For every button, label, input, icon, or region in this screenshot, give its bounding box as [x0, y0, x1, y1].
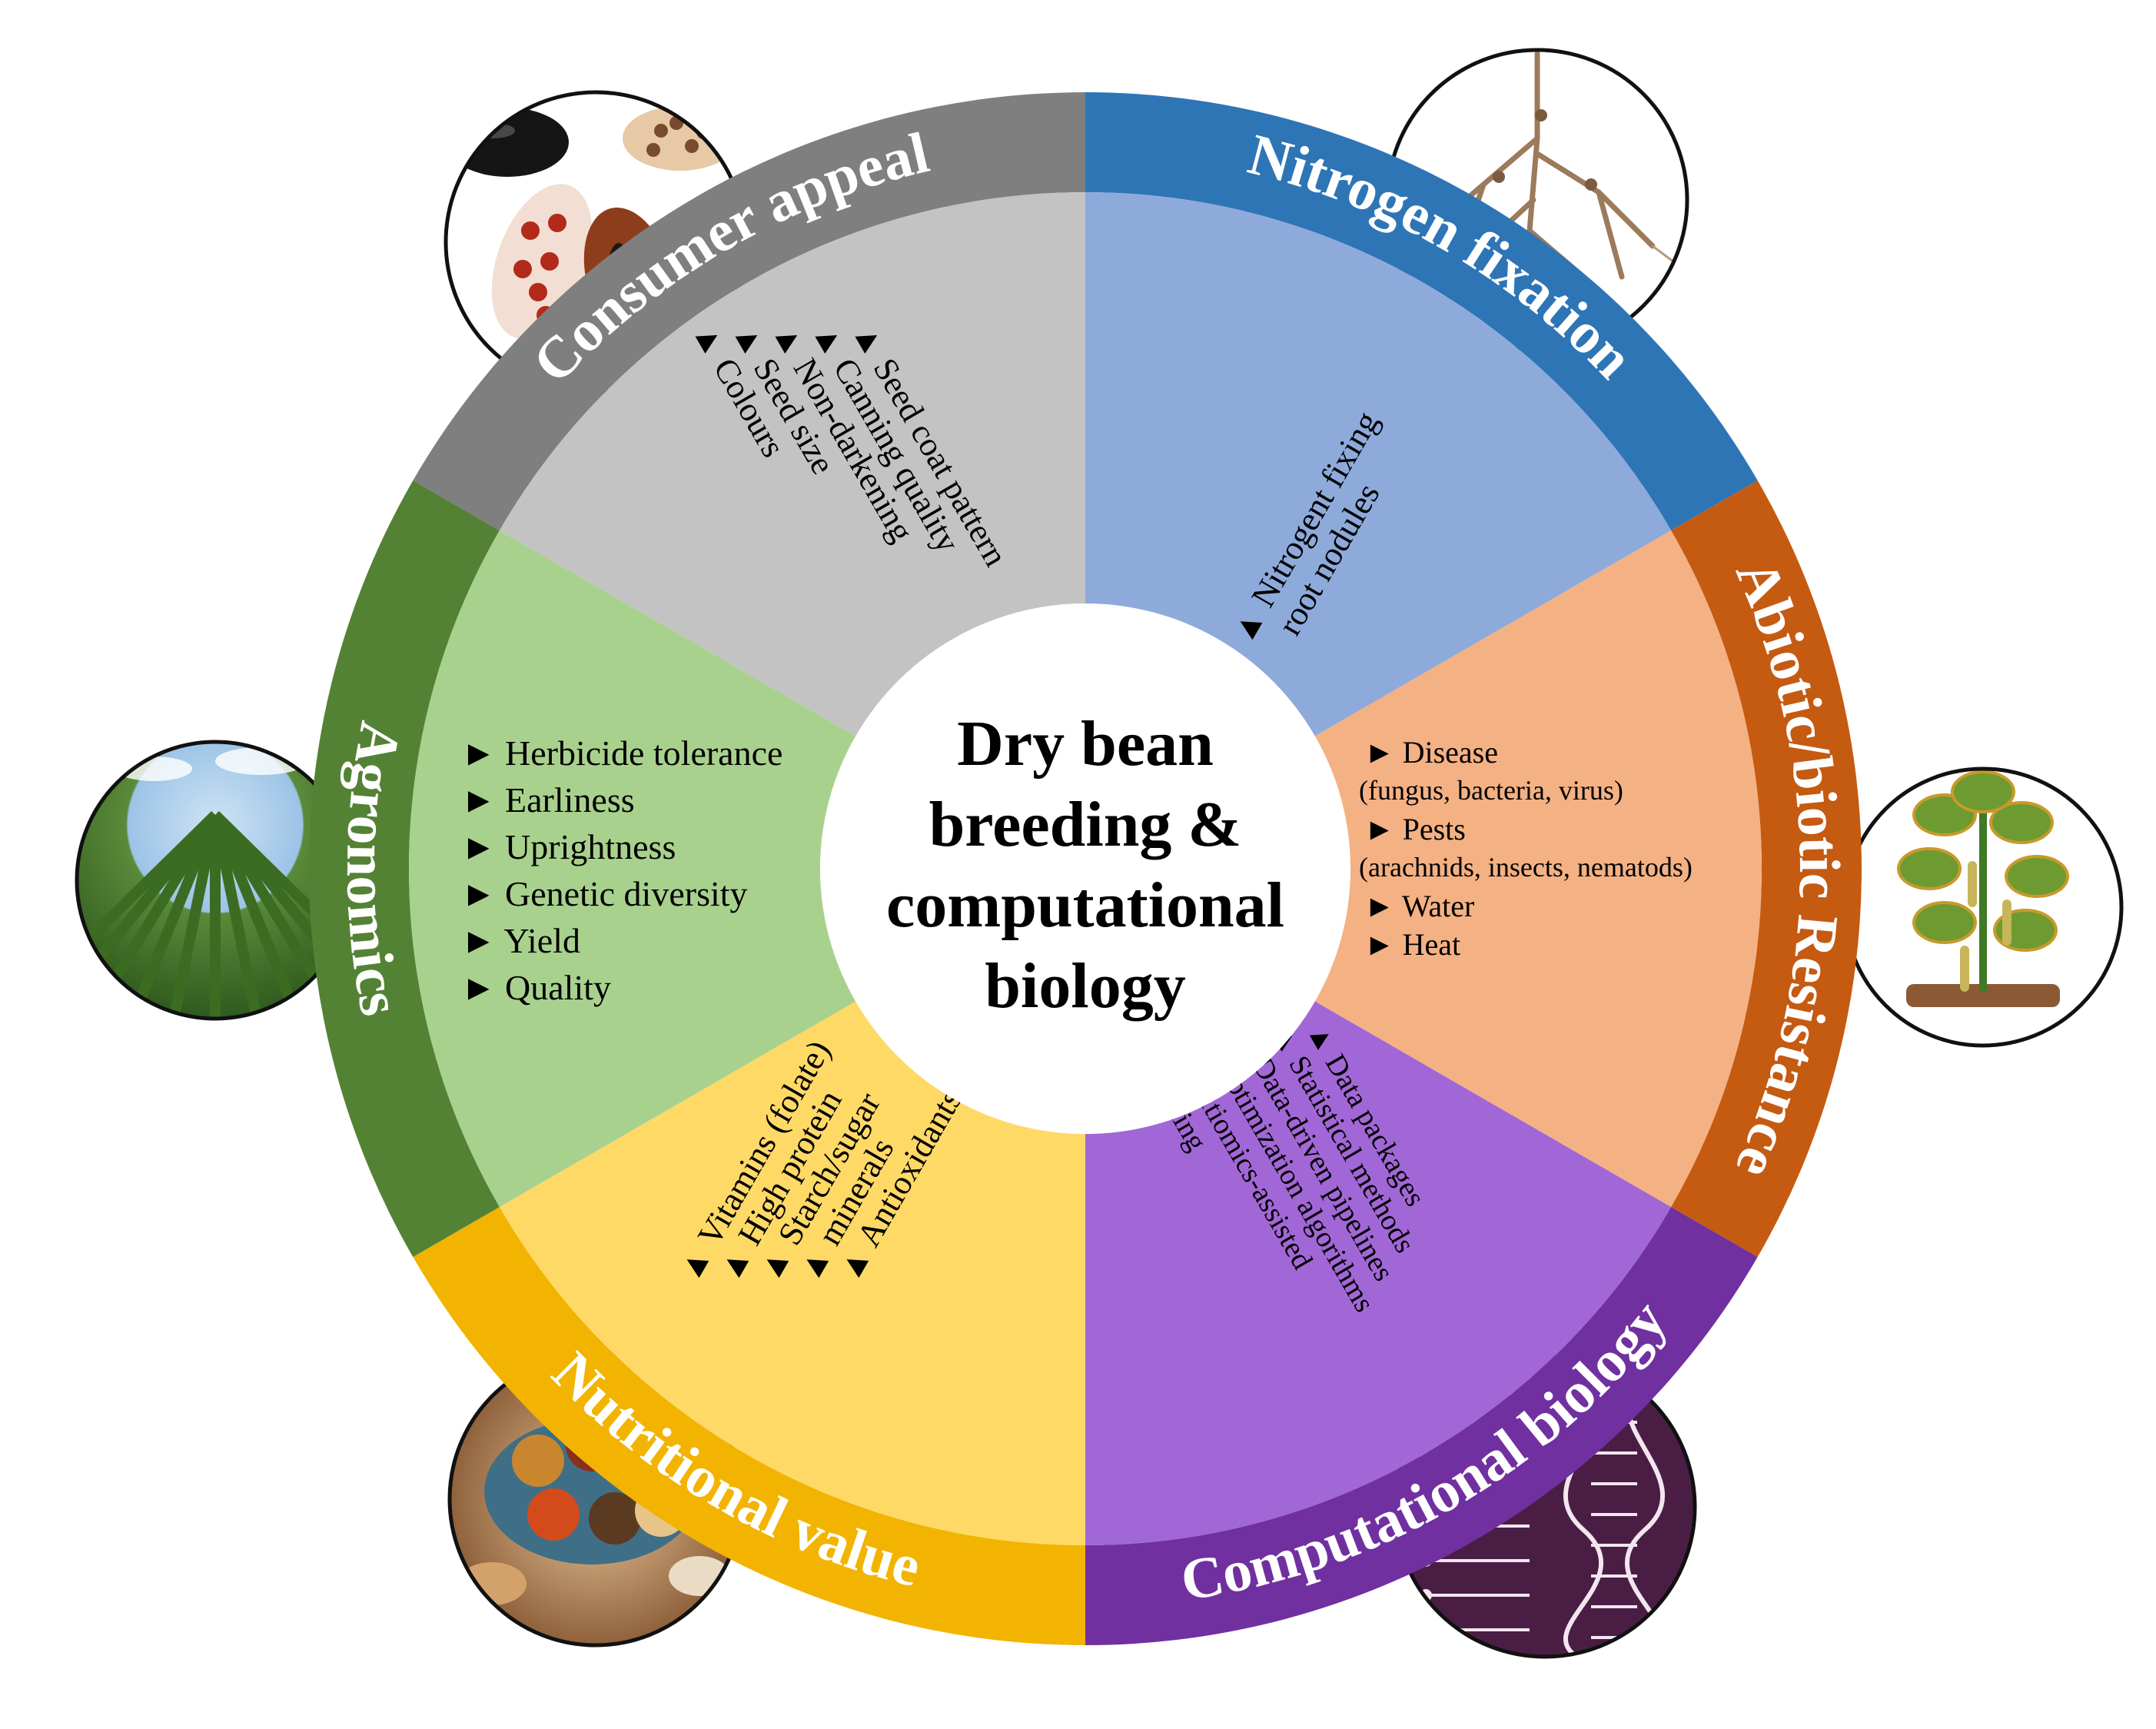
center-title: Dry bean breeding & computational biolog…: [886, 708, 1284, 1022]
segment-agronomics: Agronomics: [308, 480, 856, 1257]
abiotic-item: ► Disease: [1364, 735, 1498, 770]
agronomics-rim: [308, 480, 500, 1257]
center-disc: [820, 603, 1350, 1134]
abiotic-rim: [1671, 480, 1862, 1257]
abiotic-item: (arachnids, insects, nematods): [1359, 852, 1693, 883]
abiotic-panel: [1314, 530, 1762, 1207]
consumer-rim: [413, 92, 1085, 530]
center-line-1: Dry bean: [957, 708, 1214, 780]
field-illustration: [75, 740, 356, 1021]
consumer-panel: [499, 192, 1085, 736]
center-line-2: breeding &: [929, 789, 1242, 860]
abiotic-item: ► Heat: [1364, 927, 1460, 962]
abiotic-item: ► Pests: [1364, 812, 1466, 846]
agronomics-item: ► Genetic diversity: [461, 874, 748, 913]
nitrogen-panel: [1085, 192, 1672, 736]
abiotic-item: ► Water: [1364, 889, 1474, 923]
computational-rim: [1085, 1207, 1758, 1645]
nutritional-panel: [499, 1001, 1085, 1545]
agronomics-item: ► Uprightness: [461, 827, 676, 866]
segment-abiotic: Abiotic/biotic Resistance: [1314, 480, 1862, 1257]
nitrogen-rim: [1085, 92, 1758, 530]
agronomics-panel: [408, 530, 856, 1207]
agronomics-items: ► Herbicide tolerance ► Earliness ► Uprigh…: [461, 733, 782, 1007]
computational-panel: [1085, 1001, 1672, 1545]
agronomics-item: ► Yield: [461, 921, 580, 960]
agronomics-item: ► Herbicide tolerance: [461, 733, 782, 773]
center-line-3: computational: [886, 869, 1284, 941]
center-line-4: biology: [985, 950, 1185, 1022]
abiotic-items: ► Disease (fungus, bacteria, virus) ► Pest…: [1359, 735, 1693, 962]
abiotic-item: (fungus, bacteria, virus): [1359, 775, 1623, 806]
agronomics-item: ► Earliness: [461, 780, 635, 820]
nutritional-rim: [413, 1207, 1085, 1645]
plant-illustration: [1842, 766, 2124, 1048]
agronomics-item: ► Quality: [461, 968, 611, 1007]
